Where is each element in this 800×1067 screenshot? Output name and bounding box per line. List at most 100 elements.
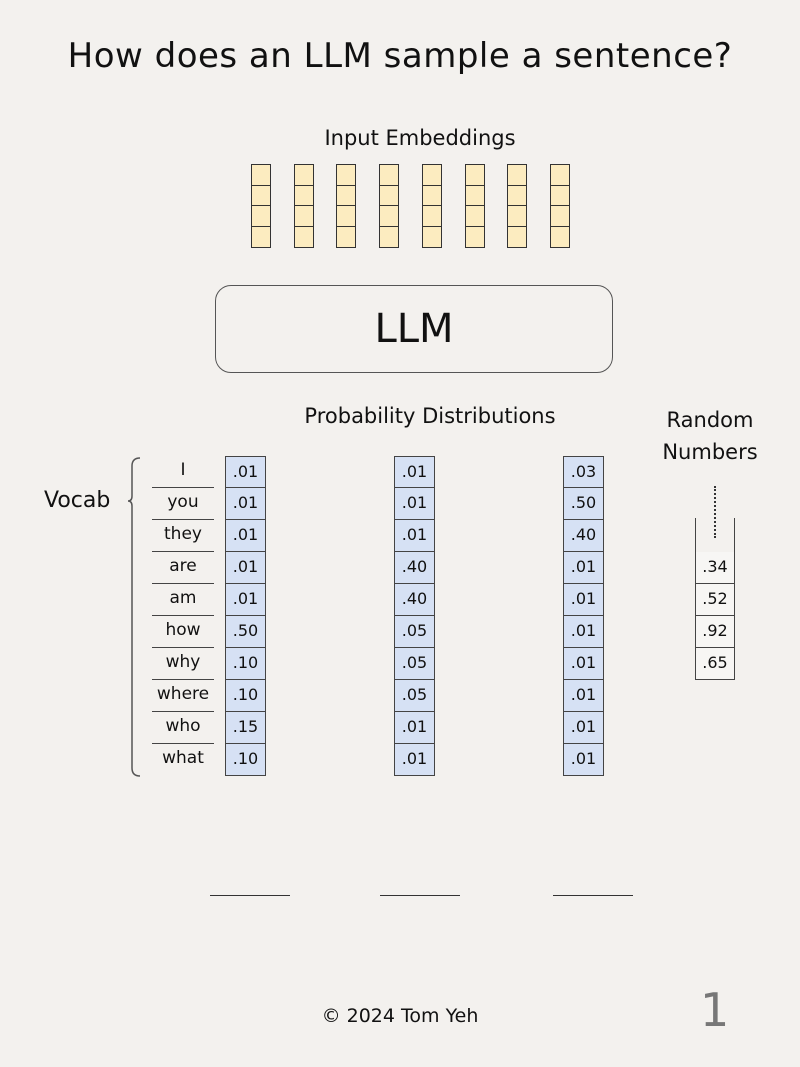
probability-cell: .15 <box>225 712 266 744</box>
vocab-separator <box>152 551 214 552</box>
vocab-separator <box>152 647 214 648</box>
answer-blank <box>553 895 633 896</box>
embedding-cell <box>294 186 313 206</box>
probability-distributions-heading: Probability Distributions <box>304 404 556 428</box>
embedding-cell <box>508 165 527 186</box>
embedding-cell <box>508 206 527 227</box>
embedding-cell <box>422 165 441 186</box>
embedding-cell <box>337 186 356 206</box>
vocab-word: I <box>180 460 186 480</box>
embedding-cell <box>380 206 399 227</box>
probability-cell: .01 <box>225 552 266 584</box>
vocab-word: what <box>162 748 204 768</box>
vocab-word: where <box>156 684 210 704</box>
embedding-cell <box>466 227 484 248</box>
probability-cell: .05 <box>394 680 435 712</box>
embedding-column <box>549 164 570 248</box>
probability-cell: .01 <box>394 456 435 488</box>
embedding-column <box>293 164 314 248</box>
embedding-column <box>507 164 528 248</box>
embedding-cell <box>337 206 356 227</box>
vocab-separator <box>152 711 214 712</box>
embedding-cell <box>294 165 313 186</box>
embedding-column <box>336 164 357 248</box>
probability-cell: .01 <box>225 488 266 520</box>
embedding-cell <box>422 186 441 206</box>
random-number-cell: .52 <box>695 584 735 616</box>
answer-blank <box>380 895 460 896</box>
vocab-separator <box>152 679 214 680</box>
probability-cell: .01 <box>563 616 604 648</box>
llm-box: LLM <box>215 285 613 373</box>
vocab-word: are <box>169 556 197 576</box>
vocab-label: Vocab <box>44 488 111 513</box>
embedding-cell <box>295 227 313 248</box>
probability-cell: .01 <box>394 488 435 520</box>
random-numbers-heading-line1: Random <box>666 408 754 432</box>
page-number: 1 <box>700 983 730 1037</box>
probability-cell: .01 <box>563 648 604 680</box>
embedding-cell <box>337 227 355 248</box>
probability-cell: .01 <box>394 744 435 776</box>
embedding-cell <box>252 206 270 227</box>
vocab-word: you <box>167 492 199 512</box>
footer-copyright: © 2024 Tom Yeh <box>321 1005 479 1027</box>
probability-cell: .01 <box>563 584 604 616</box>
embedding-cell <box>294 206 313 227</box>
probability-column: .01.01.01.40.40.05.05.05.01.01 <box>394 456 435 776</box>
probability-cell: .10 <box>225 744 266 776</box>
embedding-column <box>379 164 400 248</box>
probability-cell: .01 <box>563 712 604 744</box>
embedding-cell <box>465 206 484 227</box>
probability-cell: .01 <box>225 456 266 488</box>
probability-cell: .50 <box>225 616 266 648</box>
embedding-cell <box>252 165 270 186</box>
probability-cell: .01 <box>394 712 435 744</box>
embedding-column <box>421 164 442 248</box>
vocab-brace-icon <box>127 457 141 777</box>
probability-cell: .40 <box>394 552 435 584</box>
embedding-cell <box>550 206 569 227</box>
embedding-cell <box>550 165 569 186</box>
answer-blank <box>210 895 290 896</box>
embedding-cell <box>550 186 569 206</box>
vocab-word: why <box>165 652 201 672</box>
random-numbers-dots-icon <box>714 486 716 538</box>
embedding-cell <box>380 186 399 206</box>
probability-cell: .05 <box>394 616 435 648</box>
input-embeddings-heading: Input Embeddings <box>324 126 516 150</box>
embedding-cell <box>551 227 569 248</box>
vocab-word: how <box>165 620 201 640</box>
vocab-separator <box>152 487 214 488</box>
embedding-cell <box>380 227 398 248</box>
probability-cell: .01 <box>563 680 604 712</box>
random-number-cell: .34 <box>695 552 735 584</box>
embedding-cell <box>465 165 484 186</box>
embedding-cell <box>508 227 526 248</box>
vocab-separator <box>152 519 214 520</box>
embedding-column <box>251 164 271 248</box>
embedding-cell <box>508 186 527 206</box>
probability-column: .01.01.01.01.01.50.10.10.15.10 <box>225 456 266 776</box>
probability-cell: .10 <box>225 680 266 712</box>
probability-cell: .05 <box>394 648 435 680</box>
embedding-cell <box>337 165 356 186</box>
vocab-separator <box>152 615 214 616</box>
vocab-word: am <box>169 588 197 608</box>
probability-cell: .01 <box>225 584 266 616</box>
random-number-cell: .65 <box>695 648 735 680</box>
probability-cell: .01 <box>225 520 266 552</box>
probability-cell: .50 <box>563 488 604 520</box>
vocab-word: who <box>165 716 201 736</box>
random-numbers-stack-top <box>695 518 735 552</box>
embedding-cell <box>252 186 270 206</box>
probability-cell: .40 <box>394 584 435 616</box>
probability-cell: .01 <box>394 520 435 552</box>
random-numbers-heading-line2: Numbers <box>662 440 758 464</box>
probability-cell: .10 <box>225 648 266 680</box>
page-title: How does an LLM sample a sentence? <box>67 36 733 76</box>
embedding-cell <box>465 186 484 206</box>
probability-column: .03.50.40.01.01.01.01.01.01.01 <box>563 456 604 776</box>
llm-label: LLM <box>374 306 454 352</box>
